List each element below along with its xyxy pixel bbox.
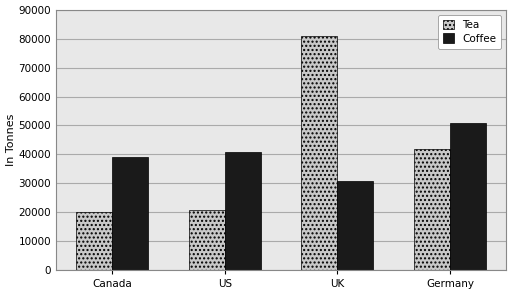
Bar (337, 181, 373, 271)
Legend: Tea, Coffee: Tea, Coffee (438, 15, 501, 49)
Bar (189, 209, 225, 271)
Bar (302, 36, 337, 271)
Bar (112, 157, 148, 271)
Bar (450, 123, 486, 271)
Y-axis label: In Tonnes: In Tonnes (6, 114, 15, 166)
Bar (76, 212, 112, 271)
Bar (225, 152, 261, 271)
Bar (414, 149, 450, 271)
